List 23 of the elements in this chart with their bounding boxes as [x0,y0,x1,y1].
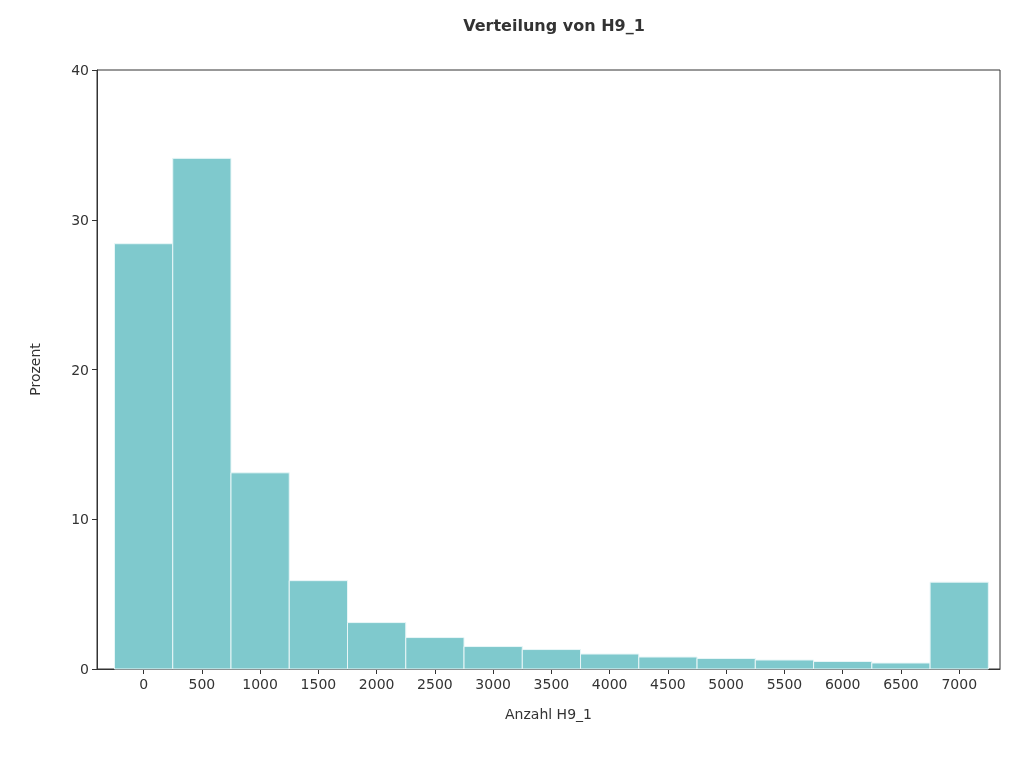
y-axis-title: Prozent [27,342,43,396]
x-tick-label: 7000 [941,676,978,692]
x-tick-label: 2000 [358,676,395,692]
x-tick-label: 3000 [475,676,511,692]
x-tick-label: 4000 [591,676,628,692]
y-tick-label: 10 [71,511,89,528]
x-tick-label: 5000 [708,676,745,692]
y-tick-label: 30 [71,211,89,228]
x-tick-label: 3500 [533,676,570,692]
chart-title: Verteilung von H9_1 [463,15,645,35]
x-tick-label: 1000 [242,676,278,692]
y-tick-label: 0 [80,661,89,677]
y-tick-label: 20 [71,361,89,378]
x-tick-label: 6500 [883,676,919,692]
x-tick-label: 500 [188,676,216,692]
x-tick-label: 2500 [417,676,453,692]
x-tick-label: 4500 [650,676,686,692]
y-tick-label: 40 [71,62,89,78]
x-tick-label: 6000 [824,676,861,692]
x-tick-label: 1500 [300,676,337,692]
x-axis-title: Anzahl H9_1 [505,706,592,722]
x-tick-label: 0 [139,676,149,692]
x-tick-label: 5500 [766,676,803,692]
